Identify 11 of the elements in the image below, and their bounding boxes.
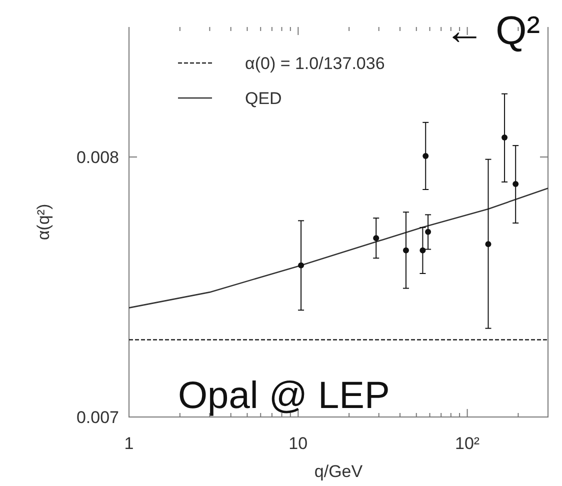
x-axis-title: q/GeV: [314, 462, 364, 481]
x-tick-label: 1: [124, 434, 134, 453]
x-tick-label: 10: [288, 434, 308, 453]
legend-label: QED: [245, 89, 282, 108]
legend-label: α(0) = 1.0/137.036: [245, 54, 385, 73]
annotation: ← Q²: [444, 9, 540, 53]
y-tick-label: 0.008: [76, 148, 119, 167]
x-tick-label: 10²: [455, 434, 480, 453]
annotation: Opal @ LEP: [178, 375, 390, 417]
y-axis-title: α(q²): [34, 204, 53, 240]
y-tick-label: 0.007: [76, 408, 119, 427]
